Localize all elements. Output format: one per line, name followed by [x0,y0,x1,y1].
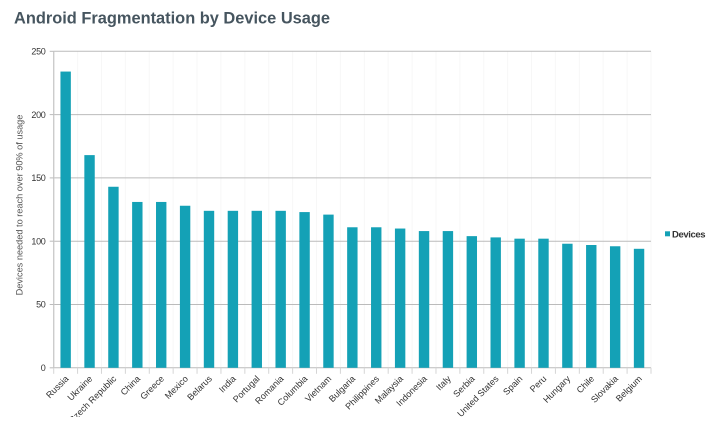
svg-text:Devices needed to reach over 9: Devices needed to reach over 90% of usag… [15,115,25,296]
svg-text:50: 50 [36,300,46,310]
svg-text:200: 200 [31,110,45,120]
svg-text:Devices: Devices [672,229,705,240]
svg-text:150: 150 [31,173,45,183]
svg-text:250: 250 [31,47,45,57]
svg-text:0: 0 [41,363,46,373]
svg-text:Android Fragmentation by Devic: Android Fragmentation by Device Usage [14,9,330,27]
svg-text:100: 100 [31,236,45,246]
